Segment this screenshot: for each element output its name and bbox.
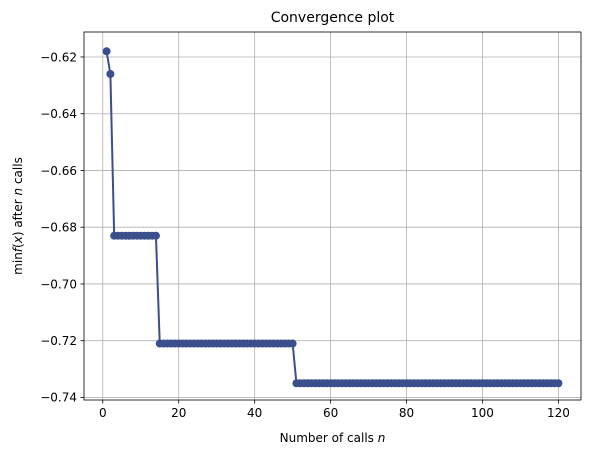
y-tick-label: −0.66 — [40, 164, 77, 178]
x-tick-label: 80 — [399, 406, 414, 420]
x-axis-label-var: n — [378, 431, 386, 445]
y-tick-label: −0.64 — [40, 107, 77, 121]
ticks: 0 20 40 60 80 100 120 −0.62 −0.64 −0.66 −0.68 −0.70… — [40, 50, 570, 420]
grid — [84, 32, 581, 400]
x-tick-label: 40 — [247, 406, 262, 420]
axes-frame — [83, 31, 582, 401]
x-tick-label: 20 — [171, 406, 186, 420]
chart-title: Convergence plot — [271, 10, 395, 26]
y-tick-label: −0.70 — [40, 277, 77, 291]
y-tick-label: −0.74 — [40, 391, 77, 405]
x-axis-label: Number of calls n — [280, 431, 386, 445]
data-point — [151, 231, 160, 240]
x-tick-label: 0 — [99, 406, 107, 420]
y-tick-label: −0.72 — [40, 334, 77, 348]
y-tick-label: −0.68 — [40, 221, 77, 235]
x-tick-label: 120 — [547, 406, 570, 420]
x-tick-label: 100 — [471, 406, 494, 420]
y-tick-label: −0.62 — [40, 50, 77, 64]
x-axis-label-text: Number of calls — [280, 431, 374, 445]
data-point — [102, 47, 111, 56]
series — [102, 47, 563, 388]
series-line — [105, 51, 559, 385]
data-point — [288, 339, 297, 348]
y-axis-label: minf(x) after n calls — [11, 157, 25, 275]
data-point — [106, 69, 115, 78]
x-tick-label: 60 — [323, 406, 338, 420]
data-point — [554, 379, 563, 388]
